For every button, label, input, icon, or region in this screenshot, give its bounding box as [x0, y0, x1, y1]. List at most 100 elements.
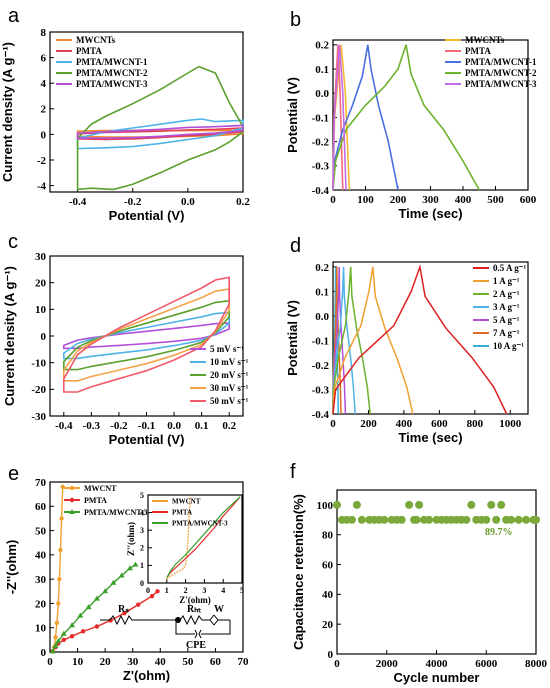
- data-point: [492, 515, 501, 524]
- y-tick-label: 0.2: [315, 262, 329, 274]
- y-tick-label: 0: [328, 649, 334, 661]
- plot-area: -0.4 -0.2 0.0 0.2 -4 -2 0 2 4 6 8 Potential (V) Curr…: [0, 27, 250, 223]
- y-tick-label: 60: [322, 559, 334, 571]
- x-axis-title: Time (sec): [398, 430, 462, 445]
- data-point: [57, 576, 62, 582]
- data-point: [108, 618, 113, 623]
- circuit-warburg: [209, 614, 230, 626]
- legend-label: 50 mV s⁻¹: [210, 396, 249, 406]
- y-tick-label: 40: [35, 550, 47, 562]
- x-tick-label: 0: [334, 658, 340, 670]
- y-tick-label: 0.2: [315, 40, 329, 52]
- panel-b: b0 100 200 300 400 500 600-0.4-0.3-0.2-0.10.00…: [285, 9, 537, 221]
- x-tick-label: -0.4: [69, 196, 87, 208]
- y-tick-label: 8: [41, 27, 47, 39]
- equivalent-circuit: Rₛ Rₕₜ W CPE: [100, 604, 231, 651]
- data-point: [149, 593, 155, 599]
- x-tick-label: 500: [487, 194, 504, 206]
- series-line: [52, 486, 64, 652]
- x-tick-label: 8000: [525, 658, 548, 670]
- legend-label: MWCNTs: [76, 35, 116, 45]
- y-tick-label: 30: [35, 251, 47, 263]
- data-point: [56, 601, 61, 606]
- plot-area: 0 200 400 600 800 1000 -0.4 -0.3 -0.2 -0.1 0.0 0.1 0…: [285, 261, 529, 445]
- legend-label: 1 A g⁻¹: [493, 276, 520, 286]
- y-tick-label: 0.0: [315, 88, 329, 100]
- data-point: [352, 500, 361, 509]
- panel-label: f: [290, 461, 296, 483]
- y-tick-label: 2: [41, 104, 47, 116]
- panel-c: c -0.4 -0.3 -0.2 -0.1 0.0 0.1 0.2 -30 -20 -10 0 10 20…: [2, 231, 249, 447]
- x-tick-label: 0.0: [167, 420, 181, 432]
- y-tick-label: 60: [35, 501, 47, 513]
- y-tick-label: 4: [140, 508, 144, 517]
- x-tick-label: 0: [330, 418, 336, 430]
- y-tick-label: 10: [35, 623, 47, 635]
- panel-label: e: [8, 463, 19, 485]
- plot-frame: [336, 489, 537, 655]
- data-point: [532, 515, 540, 524]
- x-tick-label: -0.4: [55, 420, 73, 432]
- x-tick-label: 5: [240, 586, 244, 595]
- x-tick-label: 10: [72, 656, 84, 668]
- legend-label: PMTA/MWCNT-3: [172, 519, 228, 527]
- y-tick-label: 40: [322, 589, 334, 601]
- legend-label: 10 A g⁻¹: [493, 341, 524, 351]
- y-axis-title: Current density (A g⁻¹): [2, 266, 17, 406]
- x-tick-label: 4: [221, 586, 225, 595]
- data-point: [102, 588, 109, 594]
- data-point: [467, 500, 476, 509]
- series-line: [76, 118, 244, 150]
- data-point: [118, 572, 125, 578]
- legend-label: PMTA/MWCNT-2: [465, 68, 537, 78]
- retention-annotation: 89.7%: [485, 527, 513, 538]
- series-line: [332, 263, 508, 415]
- circuit-wire: [175, 620, 231, 635]
- y-tick-label: -0.4: [312, 409, 330, 421]
- x-tick-label: 0.1: [195, 420, 209, 432]
- y-axis-title: Capacitance retention(%): [291, 494, 306, 650]
- data-point: [93, 595, 100, 601]
- data-point: [53, 635, 58, 640]
- x-tick-label: 2000: [376, 658, 399, 670]
- x-tick-label: 2: [184, 586, 188, 595]
- panel-a: a -0.4 -0.2 0.0 0.2 -4 -2 0 2 4 6 8 Potential (V) Cur…: [0, 5, 250, 223]
- data-point: [155, 589, 160, 594]
- y-tick-label: 0: [41, 647, 47, 659]
- data-point: [69, 622, 76, 628]
- data-point: [507, 515, 516, 524]
- data-point: [77, 612, 84, 618]
- data-point: [397, 515, 406, 524]
- y-tick-label: -20: [31, 384, 46, 396]
- plot-frame: [49, 31, 244, 193]
- plot-area: 0 10 20 30 40 50 60 70010203040506070Z'(ohm)-Z'…: [4, 477, 249, 683]
- x-tick-label: 600: [520, 194, 537, 206]
- legend-label: MWCNT: [172, 497, 201, 505]
- legend-label: 5 mV s⁻¹: [210, 344, 244, 354]
- y-tick-label: 50: [35, 525, 47, 537]
- inset-y-title: Z''(ohm): [126, 522, 136, 556]
- x-axis-title: Time (sec): [398, 206, 462, 221]
- y-tick-label: 6: [41, 52, 47, 64]
- x-tick-label: 100: [357, 194, 374, 206]
- data-point: [85, 604, 92, 610]
- y-tick-label: -0.1: [312, 335, 329, 347]
- legend-label: PMTA/MWCNT-1: [465, 57, 537, 67]
- legend-label: PMTA: [84, 496, 107, 505]
- x-tick-label: 3: [202, 586, 206, 595]
- x-tick-label: -0.2: [110, 420, 128, 432]
- data-point: [126, 565, 133, 571]
- y-tick-label: -4: [37, 180, 47, 192]
- x-tick-label: 400: [455, 194, 472, 206]
- y-tick-label: -0.3: [312, 384, 330, 396]
- plot-area: 0 2000 4000 6000 8000 0 20 40 60 80 100 Cycle numbe…: [291, 489, 548, 685]
- y-tick-label: 70: [35, 477, 47, 489]
- x-tick-label: 4000: [426, 658, 449, 670]
- data-point: [110, 579, 117, 585]
- data-point: [482, 515, 491, 524]
- y-tick-label: 80: [322, 530, 334, 542]
- legend-label: PMTA/MWCNT-1: [76, 57, 148, 67]
- legend-label: 20 mV s⁻¹: [210, 370, 249, 380]
- legend-label: 30 mV s⁻¹: [210, 383, 249, 393]
- x-tick-label: 30: [127, 656, 139, 668]
